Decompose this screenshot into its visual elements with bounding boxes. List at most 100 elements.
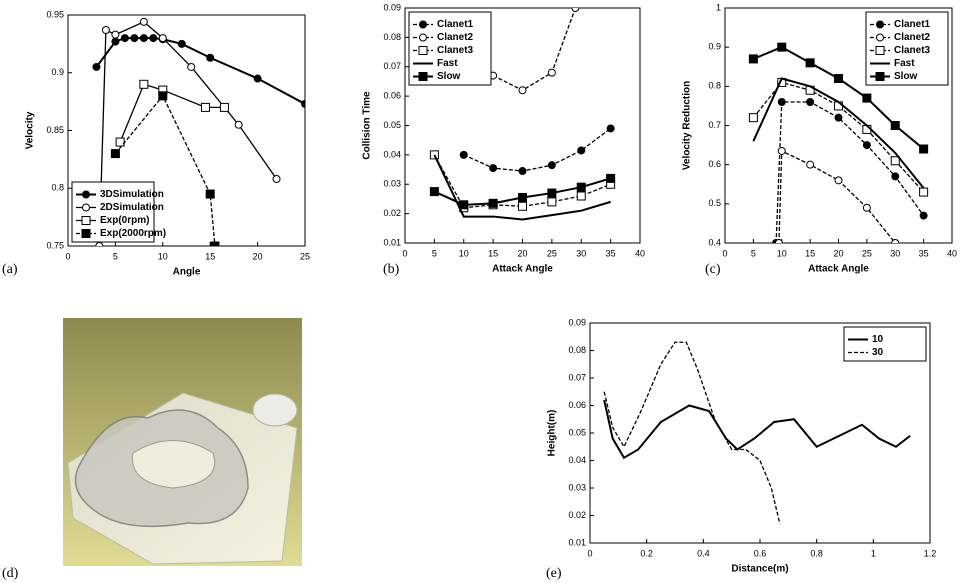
marker	[95, 242, 104, 246]
marker	[272, 175, 281, 184]
marker	[459, 200, 469, 210]
marker	[92, 62, 101, 71]
marker	[200, 102, 210, 112]
marker	[206, 53, 215, 62]
legend-label: Slow	[894, 71, 918, 82]
marker	[518, 201, 527, 211]
marker	[777, 146, 786, 155]
x-tick-label: 0.8	[810, 548, 823, 558]
y-tick-label: 0.02	[568, 510, 586, 520]
marker	[177, 39, 186, 48]
y-tick-label: 0.95	[46, 9, 64, 19]
panel-label: (e)	[546, 566, 562, 581]
y-tick-label: 0.05	[383, 120, 401, 130]
legend-label: Fast	[437, 58, 458, 69]
marker	[547, 197, 557, 207]
panel: 0 5 10 15 20 25 0.75 0.8 0.85 0.9 0.95 Angle Velocit…	[25, 9, 310, 277]
y-tick-label: 0.02	[383, 208, 401, 218]
x-tick-label: 10	[459, 248, 469, 258]
marker	[777, 42, 787, 52]
series-group	[429, 8, 616, 221]
marker	[82, 190, 90, 199]
x-tick-label: 30	[576, 248, 586, 258]
x-tick-label: 1.2	[924, 548, 937, 558]
marker	[834, 74, 843, 83]
x-tick-label: 10	[777, 248, 787, 258]
body	[252, 393, 298, 427]
legend-label: Fast	[894, 58, 915, 69]
y-tick-label: 0.04	[568, 455, 586, 465]
marker	[875, 46, 885, 55]
series-group	[92, 17, 305, 246]
marker	[547, 188, 557, 198]
marker	[748, 113, 758, 123]
series-group	[748, 42, 929, 243]
y-tick-label: 0.4	[708, 237, 721, 247]
x-tick-label: 0.6	[754, 548, 767, 558]
legend-label: Slow	[437, 71, 461, 82]
x-tick-label: 0	[65, 251, 70, 261]
y-tick-label: 0.08	[383, 32, 401, 42]
marker	[875, 72, 885, 81]
series-line	[752, 77, 925, 189]
panel-label: (a)	[2, 262, 18, 277]
marker	[518, 167, 527, 176]
legend-label: Exp(0rpm)	[100, 215, 149, 226]
y-tick-label: 0.06	[568, 400, 586, 410]
legend: 3DSimulation 2DSimulation Exp(0rpm) Exp(200…	[71, 181, 166, 243]
y-tick-label: 0.5	[708, 198, 721, 208]
marker	[419, 20, 427, 29]
marker	[834, 176, 843, 185]
marker	[805, 58, 815, 68]
panel: 0 0.2 0.4 0.6 0.8 1 1.2 0.01 0.02 0.03 0.04 0.05 0.0…	[547, 317, 937, 574]
legend-label: 30	[872, 347, 884, 358]
marker	[518, 192, 527, 202]
y-tick-label: 0.09	[383, 2, 401, 12]
x-tick-label: 40	[635, 248, 645, 258]
series-line	[603, 399, 911, 460]
y-tick-label: 0.07	[383, 61, 401, 71]
y-axis-label: Velocity Reduction	[682, 81, 693, 170]
marker	[774, 239, 783, 243]
panel: 0 5 10 15 20 25 30 35 40 0.01 0.02 0.03 0.04 0.05 0.06…	[362, 2, 645, 274]
marker	[606, 173, 616, 183]
marker	[577, 146, 586, 155]
x-axis-label: Attack Angle	[808, 264, 869, 275]
series-group	[603, 341, 911, 524]
x-tick-label: 0.4	[697, 548, 710, 558]
y-tick-label: 0.8	[708, 81, 721, 91]
y-tick-label: 0.03	[383, 179, 401, 189]
marker	[158, 91, 168, 101]
marker	[101, 26, 110, 35]
legend-label: Clanet2	[894, 32, 931, 43]
marker	[187, 62, 196, 71]
marker	[301, 99, 305, 108]
marker	[158, 34, 167, 43]
marker	[547, 161, 556, 170]
marker	[876, 20, 884, 29]
legend-label: Clanet2	[437, 32, 474, 43]
marker	[834, 113, 843, 122]
y-tick-label: 0.6	[708, 159, 721, 169]
x-tick-label: 1	[871, 548, 876, 558]
marker	[891, 172, 900, 181]
marker	[429, 187, 439, 197]
series-line	[775, 101, 925, 243]
marker	[748, 54, 758, 64]
marker	[81, 216, 91, 225]
legend-box	[843, 326, 927, 362]
y-tick-label: 0.9	[51, 67, 64, 77]
x-tick-label: 15	[805, 248, 815, 258]
series-line	[603, 341, 781, 524]
series-line	[114, 94, 216, 246]
marker	[205, 189, 215, 199]
x-tick-label: 15	[205, 251, 215, 261]
x-tick-label: 30	[890, 248, 900, 258]
marker	[419, 33, 427, 42]
legend-label: Clanet1	[894, 19, 931, 30]
legend-label: Exp(2000rpm)	[100, 228, 166, 239]
x-tick-label: 20	[517, 248, 527, 258]
y-tick-label: 0.08	[568, 345, 586, 355]
